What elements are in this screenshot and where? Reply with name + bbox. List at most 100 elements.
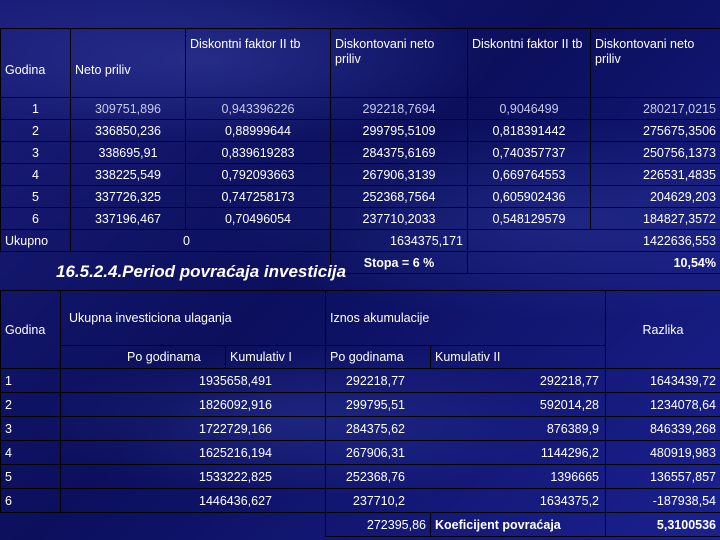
total-label: Ukupno xyxy=(0,229,71,252)
rate-value: 10,54% xyxy=(467,251,720,274)
discounted-net-cell: 292218,7694 xyxy=(330,97,468,120)
section-title: 16.5.2.4.Period povraćaja investicija xyxy=(56,262,347,281)
table-row: 4 338225,549 0,792093663 267906,3139 0,6… xyxy=(0,163,720,186)
header-discounted-net-2: Diskontovani neto priliv xyxy=(590,28,720,98)
footer-value: 272395,86 xyxy=(325,512,431,537)
table-row: 1 309751,896 0,943396226 292218,7694 0,9… xyxy=(0,97,720,120)
header-investment: Ukupna investiciona ulaganja xyxy=(60,290,326,346)
discounted-net-cell: 184827,3572 xyxy=(590,207,720,230)
net-inflow-cell: 338225,549 xyxy=(70,163,186,186)
payback-table-subheader: Po godinama Kumulativ I Po godinama Kumu… xyxy=(1,345,720,369)
table-row: 4 1625216,194 267906,31 1144296,2 480919,… xyxy=(0,440,720,465)
year-cell: 4 xyxy=(0,163,71,186)
subheader-cumulative-2: Kumulativ II xyxy=(429,345,607,369)
subheader-per-year: Po godinama xyxy=(60,345,226,369)
discounted-net-cell: 267906,3139 xyxy=(330,163,468,186)
difference-cell: -187938,54 xyxy=(605,488,720,513)
discounted-net-cell: 280217,0215 xyxy=(590,97,720,120)
header-discounted-net-1: Diskontovani neto priliv xyxy=(330,28,468,98)
accumulation-per-year-cell: 299795,51 592014,28 xyxy=(324,392,607,417)
payback-table: Godina Ukupna investiciona ulaganja Izno… xyxy=(0,290,720,537)
cumulative-2-value: 292218,77 xyxy=(539,373,600,388)
footer-row: 272395,86 Koeficijent povraćaja 5,310053… xyxy=(1,512,720,537)
coefficient-value: 5,3100536 xyxy=(605,512,720,537)
year-cell: 5 xyxy=(0,185,71,208)
table-row: 6 337196,467 0,70496054 237710,2033 0,54… xyxy=(0,207,720,230)
year-cell: 2 xyxy=(0,392,61,417)
net-inflow-cell: 336850,236 xyxy=(70,119,186,142)
year-cell: 6 xyxy=(0,488,61,513)
discount-table-header: Godina Neto priliv Diskontni faktor II t… xyxy=(0,28,720,98)
header-difference: Razlika xyxy=(605,290,720,369)
net-inflow-cell: 309751,896 xyxy=(70,97,186,120)
discount-factor-cell: 0,839619283 xyxy=(185,141,331,164)
table-row: 3 1722729,166 284375,62 876389,9 846339,2… xyxy=(0,416,720,441)
year-cell: 1 xyxy=(0,368,61,393)
coefficient-label: Koeficijent povraćaja xyxy=(429,512,607,537)
cumulative-2-value: 876389,9 xyxy=(546,421,600,436)
discount-factor-cell: 0,605902436 xyxy=(467,185,591,208)
table-row: 5 337726,325 0,747258173 252368,7564 0,6… xyxy=(0,185,720,208)
difference-cell: 1643439,72 xyxy=(605,368,720,393)
total-value-2: 1634375,171 xyxy=(330,229,468,252)
accumulation-per-year-cell: 237710,2 1634375,2 xyxy=(324,488,607,513)
accumulation-per-year-cell: 267906,31 1144296,2 xyxy=(324,440,607,465)
year-cell: 6 xyxy=(0,207,71,230)
discount-factor-cell: 0,818391442 xyxy=(467,119,591,142)
header-neto-priliv: Neto priliv xyxy=(70,28,186,98)
header-discount-factor-2: Diskontni faktor II tb xyxy=(467,28,591,98)
discounted-net-cell: 299795,5109 xyxy=(330,119,468,142)
table-row: 2 1826092,916 299795,51 592014,28 1234078… xyxy=(0,392,720,417)
discounted-net-cell: 204629,203 xyxy=(590,185,720,208)
discount-factor-cell: 0,9046499 xyxy=(467,97,591,120)
year-cell: 3 xyxy=(0,141,71,164)
net-inflow-cell: 337726,325 xyxy=(70,185,186,208)
discounted-net-cell: 237710,2033 xyxy=(330,207,468,230)
investment-cell: 1722729,166 xyxy=(60,416,326,441)
table-row: 5 1533222,825 252368,76 1396665 136557,85… xyxy=(0,464,720,489)
investment-cell: 1935658,491 xyxy=(60,368,326,393)
discount-factor-cell: 0,88999644 xyxy=(185,119,331,142)
discount-factor-cell: 0,669764553 xyxy=(467,163,591,186)
discounted-net-cell: 250756,1373 xyxy=(590,141,720,164)
table-row: 6 1446436,627 237710,2 1634375,2 -187938,… xyxy=(0,488,720,513)
discounted-net-cell: 226531,4835 xyxy=(590,163,720,186)
discount-factor-cell: 0,70496054 xyxy=(185,207,331,230)
discounted-net-cell: 275675,3506 xyxy=(590,119,720,142)
total-value-3: 1422636,553 xyxy=(467,229,720,252)
subheader-cumulative-1: Kumulativ I xyxy=(225,345,326,369)
discounted-net-cell: 284375,6169 xyxy=(330,141,468,164)
cumulative-2-value: 1396665 xyxy=(550,469,600,484)
total-value-1: 0 xyxy=(70,229,331,252)
table-row: 2 336850,236 0,88999644 299795,5109 0,81… xyxy=(0,119,720,142)
accumulation-per-year-cell: 284375,62 876389,9 xyxy=(324,416,607,441)
discount-factor-cell: 0,548129579 xyxy=(467,207,591,230)
header-accumulation: Iznos akumulacije xyxy=(324,290,607,346)
difference-cell: 136557,857 xyxy=(605,464,720,489)
cumulative-2-value: 1634375,2 xyxy=(539,493,600,508)
investment-cell: 1533222,825 xyxy=(60,464,326,489)
discount-factor-cell: 0,747258173 xyxy=(185,185,331,208)
discount-table: Godina Neto priliv Diskontni faktor II t… xyxy=(0,28,720,274)
total-row: Ukupno 0 1634375,171 1422636,553 xyxy=(0,229,720,252)
year-cell: 4 xyxy=(0,440,61,465)
header-discount-factor-1: Diskontni faktor II tb xyxy=(185,28,331,98)
accumulation-per-year-cell: 252368,76 1396665 xyxy=(324,464,607,489)
investment-cell: 1625216,194 xyxy=(60,440,326,465)
difference-cell: 1234078,64 xyxy=(605,392,720,417)
year-cell: 3 xyxy=(0,416,61,441)
discount-factor-cell: 0,740357737 xyxy=(467,141,591,164)
cumulative-2-value: 1144296,2 xyxy=(540,445,600,460)
payback-table-header: Godina Ukupna investiciona ulaganja Izno… xyxy=(0,290,720,369)
investment-cell: 1446436,627 xyxy=(60,488,326,513)
difference-cell: 480919,983 xyxy=(605,440,720,465)
discount-factor-cell: 0,792093663 xyxy=(185,163,331,186)
year-cell: 1 xyxy=(0,97,71,120)
rate-row: Stopa = 6 % 10,54% xyxy=(1,251,720,274)
header-godina: Godina xyxy=(0,290,61,369)
net-inflow-cell: 338695,91 xyxy=(70,141,186,164)
header-godina: Godina xyxy=(0,28,71,98)
investment-cell: 1826092,916 xyxy=(60,392,326,417)
year-cell: 5 xyxy=(0,464,61,489)
accumulation-per-year-cell: 292218,77 292218,77 xyxy=(324,368,607,393)
